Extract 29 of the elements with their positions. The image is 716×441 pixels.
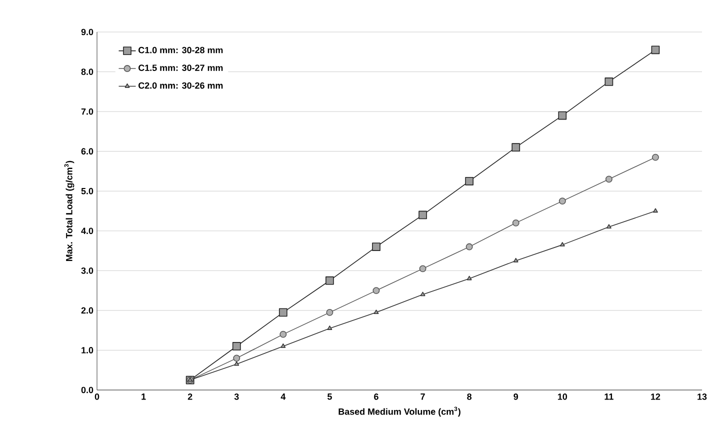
x-tick-label: 10 [558, 394, 568, 400]
y-tick-label: 2.0 [81, 307, 94, 314]
y-tick-label: 9.0 [81, 28, 94, 36]
x-tick-label: 5 [327, 394, 332, 400]
legend-label: C2.0 mm: 30-26 mm [138, 82, 223, 89]
x-tick-label: 7 [420, 394, 425, 400]
x-tick-label: 12 [651, 394, 660, 400]
y-tick-label: 6.0 [81, 148, 94, 155]
x-tick-label: 0 [94, 394, 100, 400]
y-tick-label: 8.0 [81, 68, 94, 75]
x-tick-label: 4 [280, 394, 286, 400]
y-tick-label: 0.0 [81, 386, 94, 394]
x-tick-label: 11 [604, 394, 614, 400]
y-tick-label: 4.0 [81, 228, 94, 234]
y-tick-label: 1.0 [82, 347, 94, 354]
x-tick-label: 9 [514, 394, 518, 400]
x-tick-label: 13 [698, 394, 707, 400]
y-tick-label: 7.0 [81, 108, 94, 115]
x-axis-title: Based Medium Volume (cm$^{3}$) [338, 406, 460, 417]
x-tick-label: 2 [188, 394, 192, 400]
x-tick-label: 6 [374, 394, 378, 400]
legend-label: C1.5 mm: 30-27 mm [138, 64, 223, 71]
x-tick-label: 3 [234, 394, 239, 400]
y-axis-title: Max. Total Load (g/cm$^{3}$) [64, 160, 74, 261]
legend-label: C1.0 mm: 30-28 mm [138, 46, 223, 54]
x-tick-label: 1 [142, 394, 146, 400]
y-tick-label: 3.0 [81, 267, 94, 274]
x-tick-label: 8 [467, 394, 472, 400]
y-tick-label: 5.0 [81, 188, 94, 194]
